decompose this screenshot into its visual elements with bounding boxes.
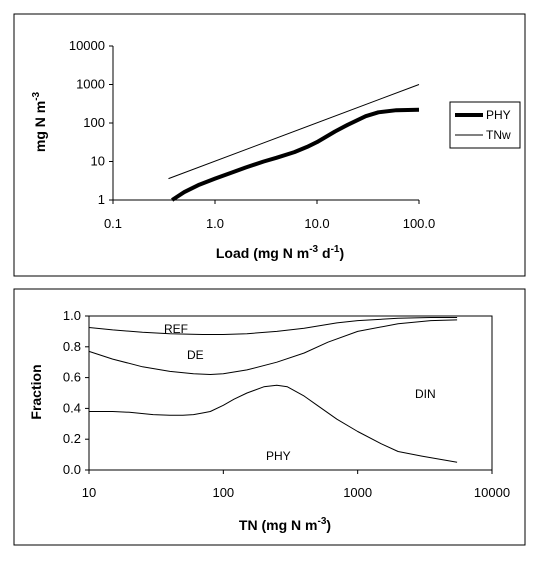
top-y-tick-label: 10 bbox=[91, 154, 105, 169]
top-x-tick-label: 100.0 bbox=[403, 216, 436, 231]
bottom-y-tick-label: 0.0 bbox=[63, 462, 81, 477]
bottom-x-tick-label: 100 bbox=[212, 485, 234, 500]
top-x-tick-label: 10.0 bbox=[304, 216, 329, 231]
top-y-axis-label: mg N m-3 bbox=[31, 91, 48, 152]
top-y-tick-label: 1 bbox=[98, 192, 105, 207]
bottom-boundary-curve-1 bbox=[88, 317, 458, 335]
panel-bottom-frame bbox=[13, 288, 526, 546]
top-x-axis-label: Load (mg N m-3 d-1) bbox=[216, 244, 344, 261]
region-label-phy: PHY bbox=[266, 449, 291, 463]
top-y-tick-label: 100 bbox=[83, 115, 105, 130]
bottom-y-tick-label: 0.2 bbox=[63, 431, 81, 446]
bottom-x-tick-label: 1000 bbox=[343, 485, 372, 500]
region-label-ref: REF bbox=[164, 322, 188, 336]
bottom-y-tick-label: 0.4 bbox=[63, 400, 81, 415]
top-x-tick-label: 0.1 bbox=[104, 216, 122, 231]
top-x-tick-label: 1.0 bbox=[206, 216, 224, 231]
bottom-y-axis-label: Fraction bbox=[28, 364, 44, 419]
panel-top-frame bbox=[13, 13, 526, 277]
top-series-line-phy bbox=[171, 107, 420, 202]
top-plot-area: 1 10 100 1000 10000 0.1 1.0 10.0 100.0 bbox=[69, 38, 435, 231]
bottom-y-tick-label: 0.6 bbox=[63, 370, 81, 385]
bottom-x-axis-label: TN (mg N m-3) bbox=[239, 516, 331, 533]
bottom-x-tick-label: 10000 bbox=[474, 485, 510, 500]
bottom-boundary-curve-2 bbox=[88, 319, 458, 375]
legend-tnw-label: TNw bbox=[486, 128, 511, 142]
bottom-x-tick-label: 10 bbox=[82, 485, 96, 500]
bottom-y-tick-label: 0.8 bbox=[63, 339, 81, 354]
bottom-plot-frame bbox=[88, 315, 493, 471]
bottom-y-tick-label: 1.0 bbox=[63, 308, 81, 323]
region-label-de: DE bbox=[187, 348, 204, 362]
bottom-boundary-curve-3 bbox=[89, 384, 458, 463]
legend-phy-label: PHY bbox=[486, 108, 511, 122]
top-y-tick-label: 10000 bbox=[69, 38, 105, 53]
top-y-tick-label: 1000 bbox=[76, 77, 105, 92]
bottom-plot-area: 0.0 0.2 0.4 0.6 0.8 1.0 10 100 1000 10000 bbox=[63, 308, 510, 500]
region-label-din: DIN bbox=[415, 387, 436, 401]
top-series-line-tnw bbox=[168, 84, 420, 180]
top-legend: PHY TNw bbox=[449, 101, 521, 149]
